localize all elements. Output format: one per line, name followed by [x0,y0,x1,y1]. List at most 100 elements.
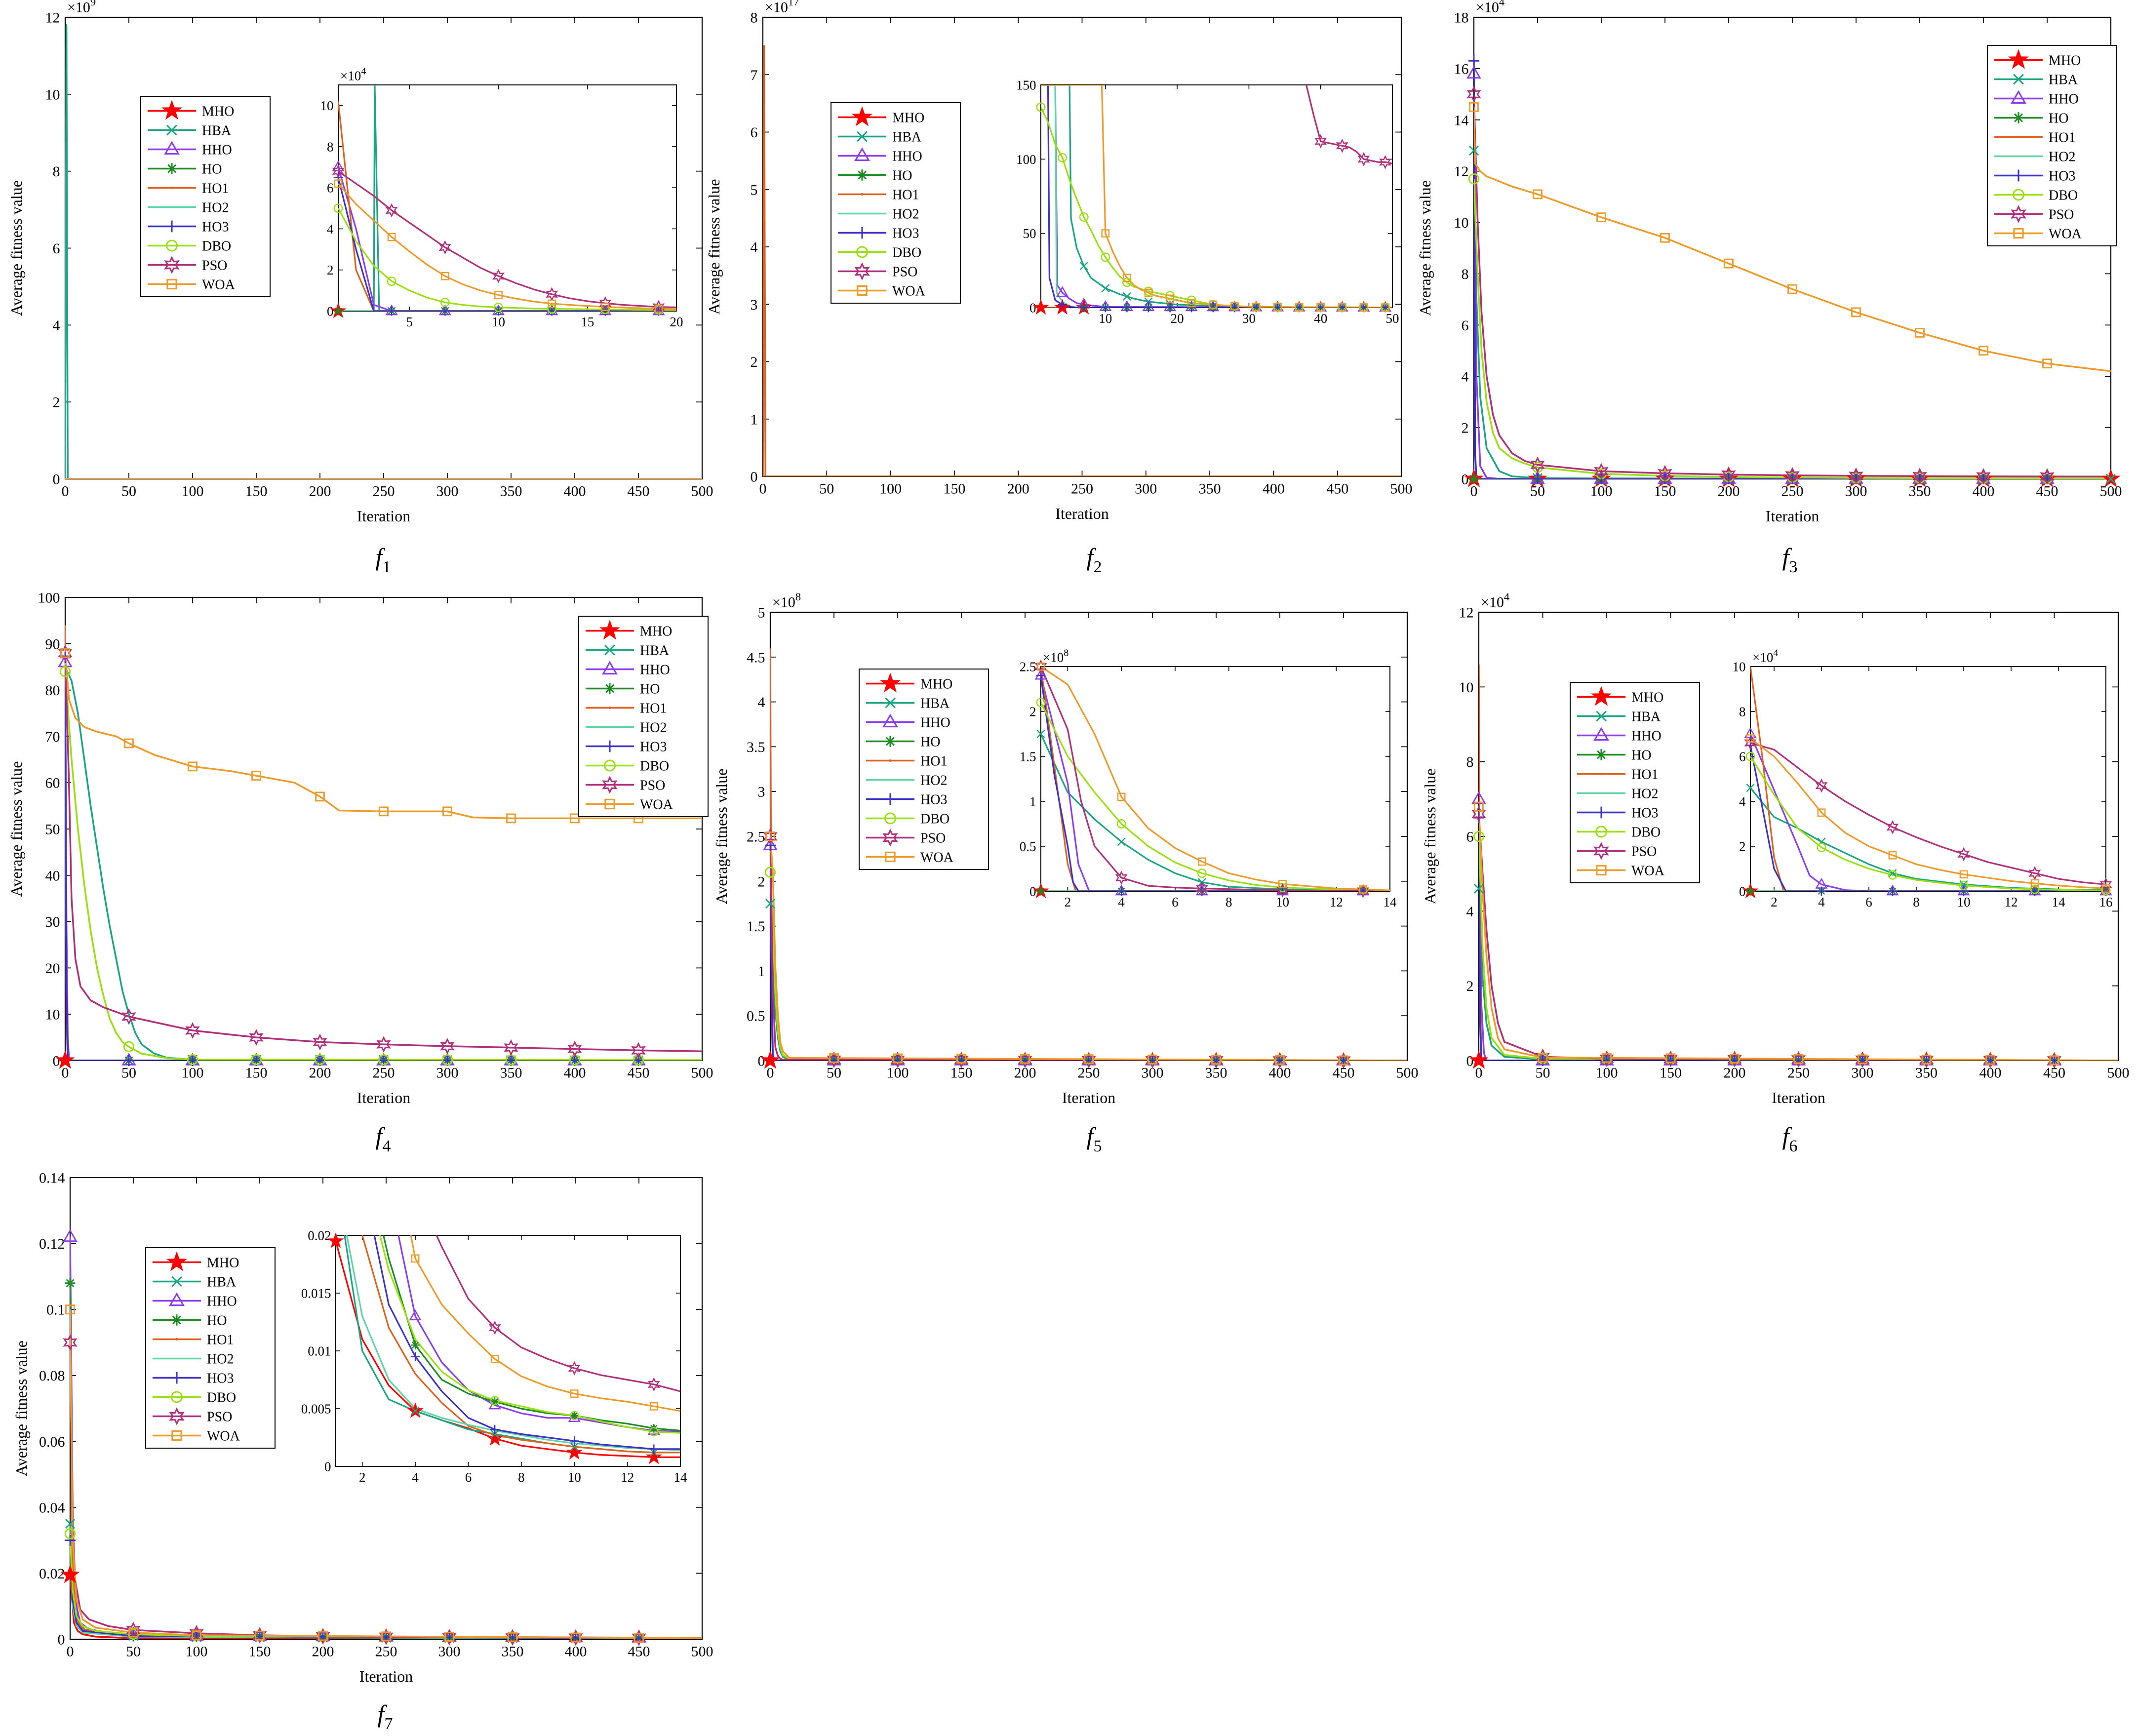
f1-inset-y-tick-label: 6 [327,181,334,196]
f5-x-tick-label: 0 [767,1065,774,1081]
f7-legend-marker-hba [171,1276,182,1287]
f3-legend-label-ho1: HO1 [2049,130,2075,146]
f2-inset-marker-pso [1379,155,1391,169]
f7-legend-label-ho3: HO3 [207,1371,234,1386]
f4-series-line-woa [65,653,702,820]
f6-legend-marker-pso [1593,842,1609,860]
f1-inset-marker-woa [494,291,503,299]
f1-x-tick-label: 350 [500,483,522,500]
f7-marker-ho3 [64,1535,76,1546]
f1-legend-label-hho: HHO [202,143,232,158]
f1-inset-plot-frame [338,84,677,312]
f7-marker-group [60,1229,646,1646]
f2-inset-marker-dbo [1079,212,1089,222]
f5-y-exponent: ×108 [772,591,801,611]
f4-x-tick-label: 100 [182,1065,204,1081]
f1-legend-label-ho2: HO2 [202,200,229,216]
f5-inset-marker-ho [1036,887,1045,896]
f4-y-tick-label: 0 [53,1053,60,1069]
f5-series-line-pso [770,836,1407,1061]
f3-legend-label-hho: HHO [2049,92,2079,107]
f5-marker-pso [1081,1052,1096,1068]
f3-legend-marker-woa [2013,228,2024,239]
f6-marker-pso [1535,1048,1550,1065]
f1-inset-marker-ho3 [440,306,450,316]
f7-inset-marker-hba [570,1442,579,1451]
f7-inset-series-line-dbo [379,1235,680,1434]
f3-y-tick-label: 2 [1462,420,1469,436]
f1-inset-marker-group [330,160,665,318]
f6-x-tick-label: 500 [2107,1065,2130,1081]
f4-x-tick-label: 450 [628,1065,650,1081]
f7-legend-marker-mho [166,1251,187,1271]
f6-legend-label-ho: HO [1631,748,1651,763]
f6-x-tick-label: 100 [1596,1065,1618,1081]
f5-inset-series-line-hho [1041,675,1390,891]
f5-legend-label-hba: HBA [920,696,950,711]
f7-inset-y-tick-label: 0.01 [308,1343,331,1358]
f6-legend-marker-hba [1596,710,1607,722]
f2-inset-marker-woa [1101,229,1110,238]
f7-x-tick-label: 50 [126,1644,141,1660]
f1-inset-series-line-dbo [338,208,676,311]
f7-inset-marker-hho [409,1309,422,1321]
f2-inset-y-tick-label: 50 [1023,226,1036,241]
f2-inset-x-tick-label: 20 [1171,311,1184,326]
f4-series-group [65,625,702,1061]
f1-inset-series-line-pso [338,170,676,309]
f4-marker-dbo [123,1041,135,1053]
f6-inset-marker-pso [1886,820,1899,834]
f2-inset-marker-ho3 [1079,303,1089,313]
f2-inset-y-tick-label: 0 [1029,300,1036,315]
f6-marker-pso [1471,805,1486,823]
f5-legend: MHO HBA HHO HO HO1 HO2 HO3 DBO PSO WOA [859,669,989,870]
f6-inset-x-tick-label: 2 [1771,895,1778,909]
f2-legend-marker-ho [856,169,868,181]
f1-legend-marker-ho3 [166,220,178,233]
f6-inset-y-exponent: ×104 [1752,647,1778,665]
f3-marker-pso [1658,465,1672,482]
f3-legend-label-mho: MHO [2049,53,2081,69]
f4-marker-pso [58,644,73,662]
f7-marker-pso [632,1629,646,1646]
f4-marker-dbo [441,1054,453,1065]
f4-series-line-pso [65,653,702,1052]
f2-inset-marker-ho3 [1122,303,1132,313]
f5-marker-woa [893,1053,903,1064]
f1-x-tick-label: 150 [245,483,268,500]
f7-x-tick-label: 500 [691,1644,713,1660]
f4-marker-pso [376,1036,391,1053]
f6-legend-marker-ho1 [1600,772,1603,776]
f2-legend-marker-ho3 [856,227,868,239]
f7-legend: MHO HBA HHO HO HO1 HO2 HO3 DBO PSO WOA [145,1247,276,1449]
f4-legend-marker-hba [604,644,615,656]
f4-legend-marker-hho [602,661,618,675]
f4-x-tick-label: 200 [309,1065,331,1081]
f4-legend-label-hho: HHO [640,663,670,678]
f7-inset-y-tick-label: 0.02 [308,1228,331,1243]
f1-inset-marker-pso [599,296,612,311]
f2-series-group [763,45,1401,476]
f7-inset-marker-dbo [569,1411,579,1420]
f4-marker-pso [121,1008,136,1025]
f2-inset-x-tick-label: 40 [1314,311,1327,326]
f6-y-axis-label: Average fitness value [1421,769,1439,905]
f5-inset-marker-woa [1359,885,1367,894]
f4-legend-label-ho: HO [640,682,660,697]
f3-marker-woa [1660,233,1670,243]
f3-marker-woa [1979,346,1988,356]
f5-marker-mho [760,1050,780,1069]
f2-legend-marker-hba [857,131,868,142]
f2-inset-marker-ho3 [1165,303,1175,313]
f7-inset-series-line-pso [435,1235,680,1392]
f2-inset-marker-woa [1273,303,1282,312]
f3-marker-pso [1849,467,1863,484]
f6-x-tick-label: 50 [1536,1065,1550,1081]
f7-marker-woa [508,1632,517,1642]
f3-marker-pso [1976,468,1991,485]
f6-legend-label-mho: MHO [1631,690,1663,706]
f7-marker-woa [634,1633,644,1643]
f6-inset-axes: 2 4 6 8 10 12 14 16 0 2 4 6 8 10 ×104 [1733,647,2113,909]
f6-inset-series-line-pso [1750,742,2106,885]
f4-y-tick-label: 80 [45,682,60,699]
